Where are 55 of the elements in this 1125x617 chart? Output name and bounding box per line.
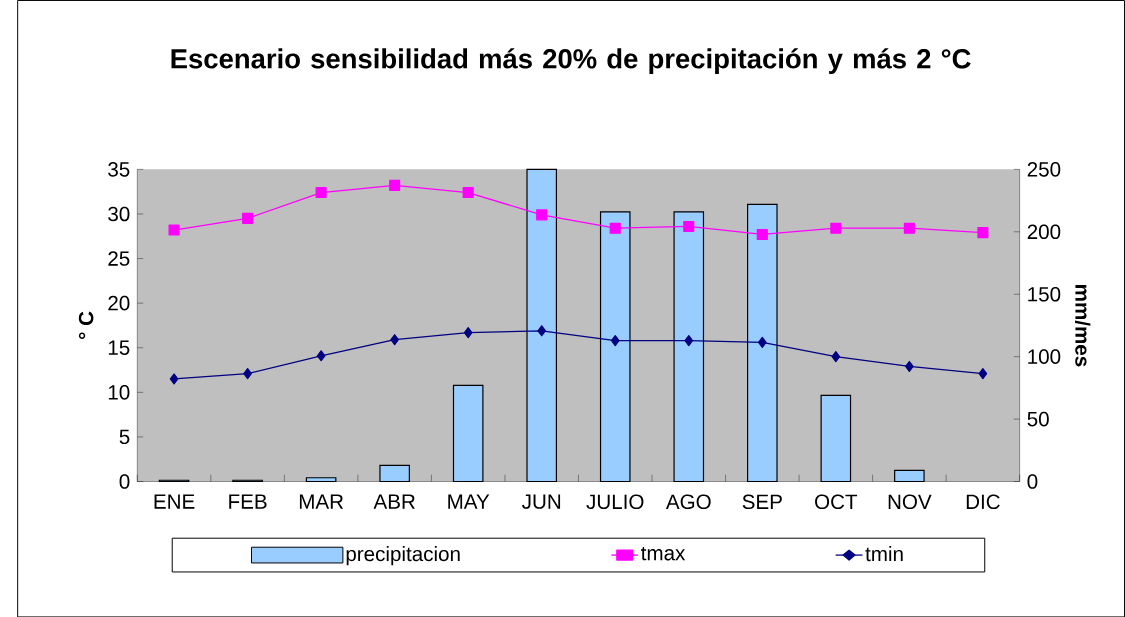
point — [316, 350, 326, 362]
legend-label: tmin — [865, 545, 903, 561]
point — [831, 350, 841, 363]
point — [978, 367, 988, 379]
x-tick-label: FEB — [229, 494, 267, 509]
y2-tick-label: 0 — [1027, 474, 1038, 489]
point — [315, 186, 327, 198]
point — [389, 179, 401, 191]
x-tick-label: DIC — [966, 494, 1000, 509]
point — [168, 224, 180, 236]
point — [537, 325, 547, 337]
point — [609, 222, 621, 234]
y2-axis-title: mm/mes — [1075, 284, 1091, 367]
x-tick-label: ABR — [373, 494, 415, 509]
y-tick-label: 35 — [108, 161, 130, 177]
y-tick-label: 0 — [119, 474, 130, 489]
chart-title: Escenario sensibilidad más 20% de precipitación y más 2 °C — [171, 47, 971, 74]
point — [463, 326, 473, 338]
y2-tick-label: 150 — [1028, 286, 1061, 302]
x-tick-label: ENE — [154, 494, 195, 509]
point — [169, 373, 179, 385]
y-tick-label: 20 — [108, 295, 130, 311]
y2-tick-label: 50 — [1027, 411, 1049, 427]
x-tick-label: JUN — [522, 494, 561, 509]
y2-tick-label: 250 — [1027, 161, 1061, 177]
y-tick-label: 5 — [119, 429, 130, 444]
y-tick-label: 25 — [108, 251, 130, 266]
point — [536, 209, 548, 221]
point — [242, 212, 254, 224]
y-axis-title: ° C — [78, 311, 94, 339]
x-tick-label: SEP — [742, 494, 782, 509]
point — [756, 228, 768, 240]
y2-tick-label: 200 — [1027, 224, 1061, 239]
x-tick-label: OCT — [815, 494, 858, 509]
point — [684, 334, 694, 346]
point — [462, 186, 474, 198]
point — [903, 222, 915, 234]
point — [830, 222, 842, 234]
legend-label: precipitacion — [346, 545, 460, 566]
y-tick-label: 10 — [108, 384, 130, 400]
point — [977, 226, 989, 239]
x-tick-label: MAR — [299, 494, 344, 509]
y-tick-label: 30 — [108, 206, 130, 222]
x-tick-label: NOV — [888, 494, 932, 509]
x-tick-label: AGO — [665, 494, 711, 509]
point — [610, 334, 620, 346]
x-tick-label: JULIO — [586, 494, 644, 509]
point — [243, 367, 252, 379]
y-tick-label: 15 — [108, 340, 130, 355]
point — [905, 360, 914, 372]
x-tick-label: MAY — [448, 494, 490, 509]
point — [757, 336, 767, 348]
y2-tick-label: 100 — [1028, 349, 1061, 364]
legend-label: tmax — [641, 546, 686, 561]
point — [683, 220, 695, 232]
